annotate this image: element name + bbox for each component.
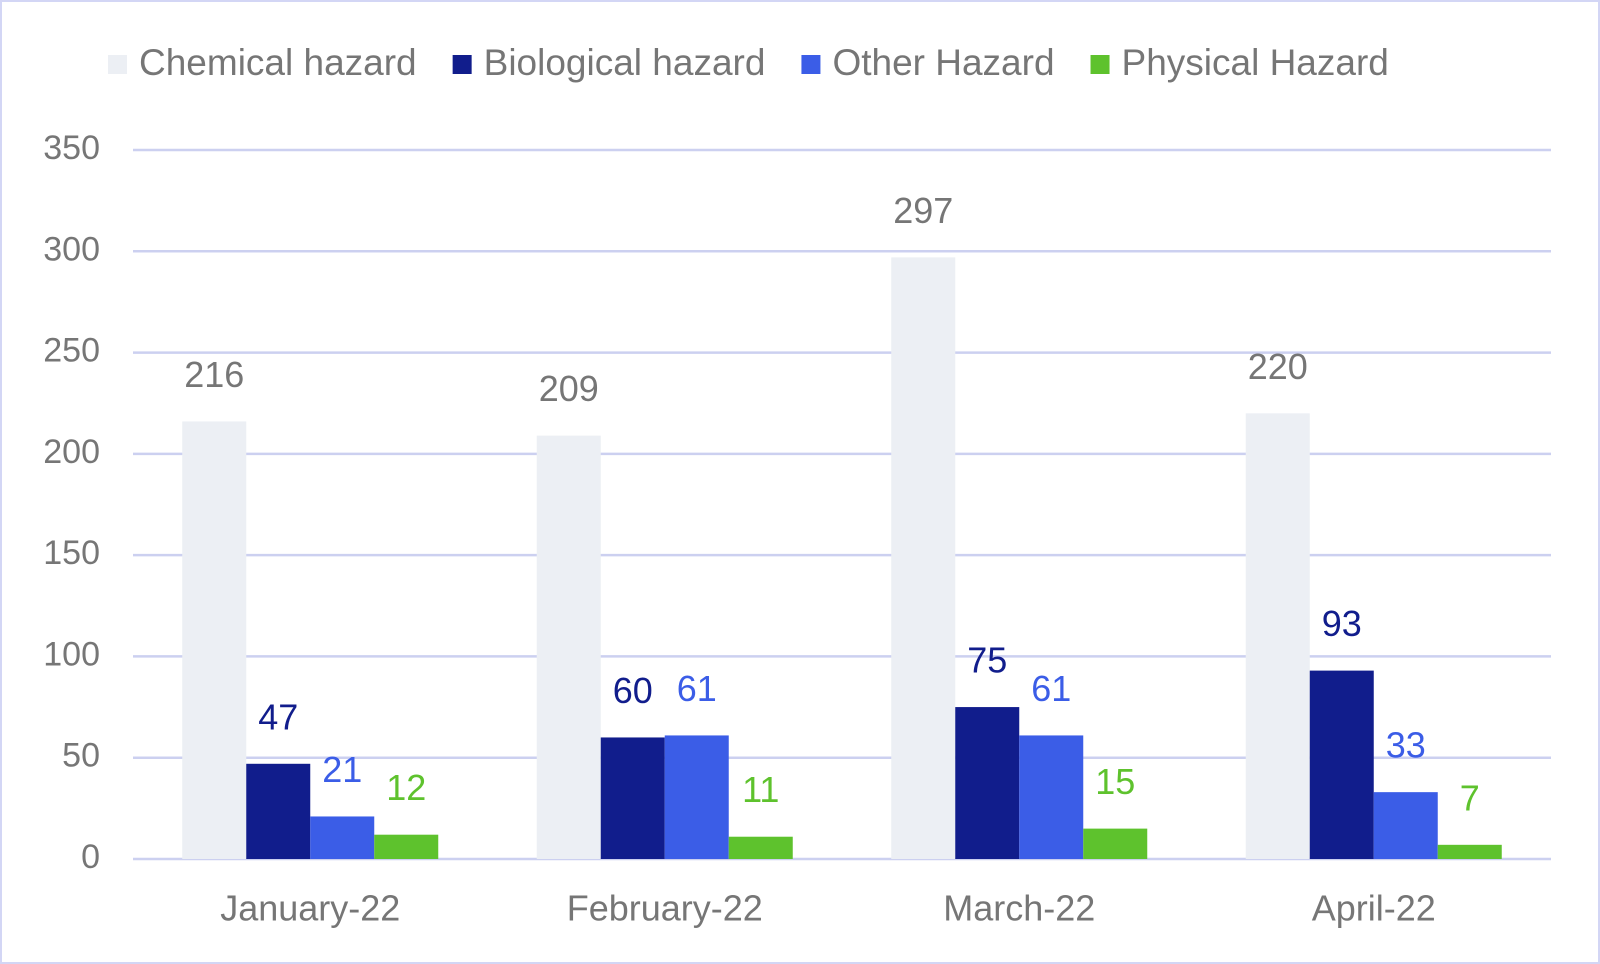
legend-label: Biological hazard: [484, 42, 766, 83]
value-label: 12: [386, 767, 426, 808]
x-tick-label: March-22: [943, 888, 1095, 929]
value-label: 11: [742, 769, 779, 810]
y-tick-label: 0: [81, 838, 100, 876]
legend-swatch: [1090, 55, 1110, 74]
legend-swatch: [452, 55, 472, 74]
y-tick-label: 300: [43, 230, 100, 268]
x-tick-label: January-22: [220, 888, 400, 929]
legend-swatch: [801, 55, 821, 74]
bar: [664, 735, 729, 859]
value-label: 297: [893, 190, 953, 231]
legend-swatch: [108, 55, 127, 74]
bar: [728, 836, 793, 859]
legend-label: Physical Hazard: [1122, 42, 1389, 83]
bar: [1373, 792, 1438, 859]
x-tick-label: April-22: [1312, 888, 1436, 929]
value-label: 75: [967, 640, 1007, 681]
value-label: 7: [1460, 777, 1480, 818]
value-label: 15: [1095, 761, 1135, 802]
value-label: 61: [677, 668, 717, 709]
bar: [1245, 413, 1310, 859]
value-label: 216: [184, 354, 244, 395]
bar: [891, 257, 956, 859]
y-tick-label: 50: [62, 737, 100, 775]
y-tick-label: 100: [43, 635, 100, 673]
value-label: 220: [1248, 346, 1308, 387]
bar: [1437, 844, 1502, 859]
y-tick-label: 200: [43, 433, 100, 471]
value-label: 61: [1031, 668, 1071, 709]
bar: [1019, 735, 1084, 859]
y-tick-label: 150: [43, 534, 100, 572]
value-label: 21: [322, 749, 362, 790]
value-label: 47: [258, 696, 298, 737]
legend-label: Other Hazard: [832, 42, 1054, 83]
bar: [1083, 828, 1148, 859]
bar: [955, 707, 1020, 859]
bar: [310, 816, 375, 859]
x-tick-label: February-22: [567, 888, 763, 929]
bar: [246, 763, 311, 859]
legend-label: Chemical hazard: [139, 42, 417, 83]
bar: [600, 737, 665, 859]
value-label: 60: [613, 670, 653, 711]
y-tick-label: 250: [43, 332, 100, 370]
value-label: 93: [1322, 603, 1362, 644]
bar: [182, 421, 247, 859]
value-label: 33: [1386, 725, 1426, 766]
value-label: 209: [539, 368, 599, 409]
bar: [536, 435, 601, 859]
bar: [1309, 670, 1374, 859]
bar: [374, 834, 439, 859]
y-tick-label: 350: [43, 129, 100, 167]
